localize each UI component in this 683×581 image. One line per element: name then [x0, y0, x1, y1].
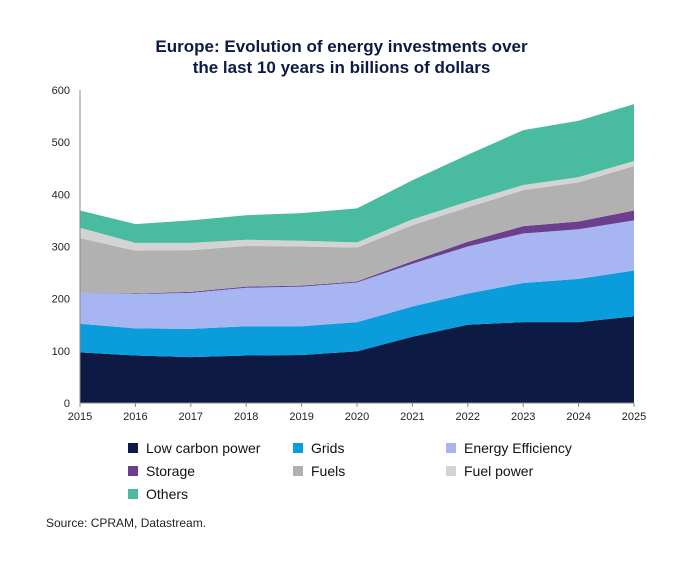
legend-swatch — [293, 443, 303, 453]
legend-label: Low carbon power — [146, 440, 261, 456]
x-tick-label: 2022 — [456, 411, 480, 423]
x-tick-label: 2017 — [179, 411, 203, 423]
area-layers — [80, 104, 634, 403]
legend-item-fuel-power: Fuel power — [446, 463, 533, 479]
axes: 0 100 200 300 400 500 600 2015 2016 2017 2018 2019 2… — [52, 85, 647, 423]
x-tick-label: 2025 — [622, 411, 646, 423]
legend-label: Energy Efficiency — [464, 440, 572, 456]
legend-label: Grids — [311, 440, 345, 456]
legend-swatch — [128, 489, 138, 499]
area-series-fuels — [80, 166, 634, 294]
y-tick-label: 500 — [52, 137, 70, 149]
legend-item-others: Others — [128, 486, 188, 502]
area-series-energy-efficiency — [80, 220, 634, 329]
y-tick-label: 600 — [52, 85, 70, 97]
chart-title: Europe: Evolution of energy investments … — [0, 36, 683, 78]
legend-label: Storage — [146, 463, 196, 479]
legend-item-fuels: Fuels — [293, 463, 345, 479]
chart-title-line-2: the last 10 years in billions of dollars — [192, 58, 491, 77]
legend-swatch — [446, 466, 456, 476]
x-tick-label: 2023 — [511, 411, 535, 423]
legend-item-storage: Storage — [128, 463, 195, 479]
area-series-low-carbon-power — [80, 316, 634, 403]
x-tick-label: 2019 — [289, 411, 313, 423]
y-tick-label: 200 — [52, 294, 70, 306]
legend-label: Fuels — [311, 463, 346, 479]
y-tick-label: 300 — [52, 242, 70, 254]
legend-swatch — [293, 466, 303, 476]
legend-label: Fuel power — [464, 463, 534, 479]
legend-item-grids: Grids — [293, 440, 344, 456]
x-tick-label: 2021 — [400, 411, 424, 423]
area-series-others — [80, 104, 634, 243]
x-tick-label: 2024 — [566, 411, 590, 423]
x-tick-label: 2020 — [345, 411, 369, 423]
chart-title-line-1: Europe: Evolution of energy investments … — [155, 37, 528, 56]
x-tick-label: 2015 — [68, 411, 92, 423]
y-tick-label: 100 — [52, 346, 70, 358]
legend-label: Others — [146, 486, 189, 502]
x-tick-label: 2016 — [123, 411, 147, 423]
legend-item-low-carbon-power: Low carbon power — [128, 440, 260, 456]
legend-item-energy-efficiency: Energy Efficiency — [446, 440, 572, 456]
legend-swatch — [128, 466, 138, 476]
y-tick-label: 0 — [64, 398, 70, 410]
legend-swatch — [446, 443, 456, 453]
area-series-grids — [80, 270, 634, 358]
legend-swatch — [128, 443, 138, 453]
x-tick-label: 2018 — [234, 411, 258, 423]
source-note: Source: CPRAM, Datastream. — [46, 516, 207, 530]
y-tick-label: 400 — [52, 189, 70, 201]
